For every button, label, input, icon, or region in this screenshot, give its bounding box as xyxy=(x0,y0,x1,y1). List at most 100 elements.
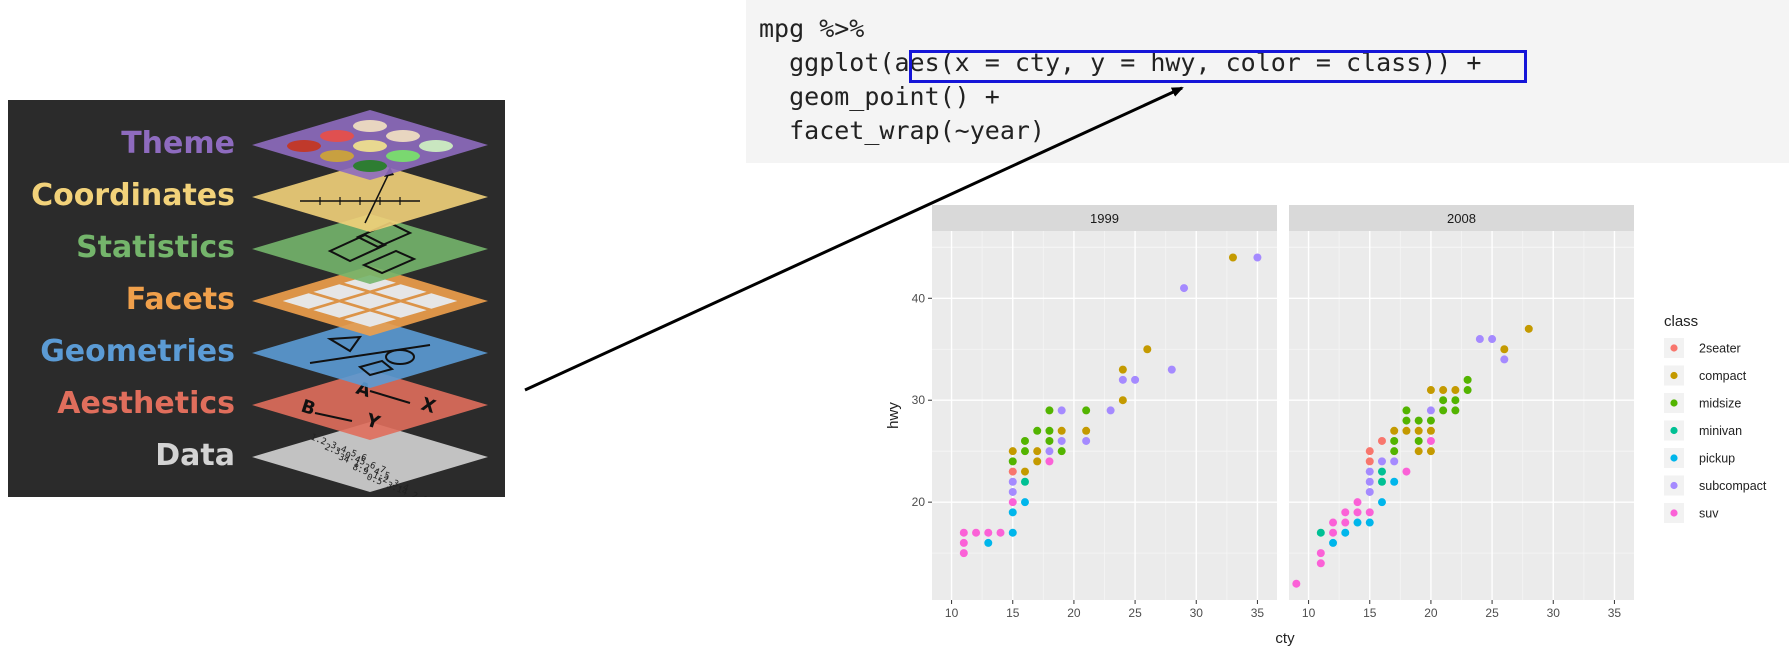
layer-label-aesthetics: Aesthetics xyxy=(57,386,235,421)
data-point xyxy=(1020,467,1029,476)
data-point xyxy=(1341,508,1350,517)
layer-plane-shape xyxy=(252,370,488,440)
coord-axis-y xyxy=(364,170,391,224)
theme-swatch xyxy=(320,130,354,142)
data-point xyxy=(1377,457,1386,466)
data-point xyxy=(1057,406,1066,415)
data-point xyxy=(1045,436,1054,445)
facet-panel xyxy=(282,293,335,309)
data-point xyxy=(1045,447,1054,456)
facet-panel xyxy=(374,302,427,318)
data-point xyxy=(1377,498,1386,507)
data-point xyxy=(1045,406,1054,415)
data-point xyxy=(1292,579,1301,588)
data-point xyxy=(1033,426,1042,435)
x-tick-label: 15 xyxy=(1363,606,1377,620)
data-point xyxy=(1008,528,1017,537)
data-point xyxy=(1057,447,1066,456)
geom-line xyxy=(309,344,431,364)
layer-label-theme: Theme xyxy=(121,126,235,161)
data-point xyxy=(1377,467,1386,476)
legend-label: suv xyxy=(1699,507,1719,521)
data-point xyxy=(1329,518,1338,527)
grammar-layers-panel: 1.2 3.4 5.6 2.3 0.45 6.7 34 1.2 4.5 8.9 1.2… xyxy=(8,100,505,497)
data-point xyxy=(1253,253,1262,262)
facet-strip-label: 1999 xyxy=(1090,211,1119,226)
data-point xyxy=(1020,447,1029,456)
data-point xyxy=(1228,253,1237,262)
data-point xyxy=(1008,477,1017,486)
data-point xyxy=(1365,518,1374,527)
data-point xyxy=(1390,426,1399,435)
data-point xyxy=(1390,477,1399,486)
layer-coordinates-plane xyxy=(252,162,488,232)
data-point xyxy=(1426,447,1435,456)
x-tick-label: 10 xyxy=(1302,606,1316,620)
data-point xyxy=(1524,324,1533,333)
data-point xyxy=(1451,386,1460,395)
data-point xyxy=(1365,447,1374,456)
layer-label-data: Data xyxy=(155,438,235,473)
data-point xyxy=(1008,467,1017,476)
data-point xyxy=(996,528,1005,537)
data-point xyxy=(1118,375,1127,384)
facet-panel xyxy=(344,311,396,327)
data-point xyxy=(1439,406,1448,415)
data-point xyxy=(1057,426,1066,435)
data-point xyxy=(1365,487,1374,496)
theme-swatch xyxy=(419,140,453,152)
code-block: mpg %>% ggplot(aes(x = cty, y = hwy, col… xyxy=(746,0,1789,163)
legend-swatch xyxy=(1670,509,1678,517)
facet-panel-2008: 2008 10 15 20 25 30 35 xyxy=(1289,205,1634,620)
facet-strip xyxy=(932,205,1277,231)
layer-facets-plane xyxy=(252,266,488,336)
x-tick-label: 35 xyxy=(1251,606,1265,620)
data-point xyxy=(1365,508,1374,517)
layer-label-statistics: Statistics xyxy=(76,230,235,265)
data-point xyxy=(1316,528,1325,537)
layer-plane-shape xyxy=(252,422,488,492)
x-axis-title: cty xyxy=(1275,630,1295,647)
aesthetic-arrow xyxy=(314,412,353,422)
data-point xyxy=(1500,345,1509,354)
legend-label: compact xyxy=(1699,369,1747,383)
layer-plane-shape xyxy=(252,162,488,232)
legend-swatch xyxy=(1670,371,1678,380)
theme-swatch xyxy=(386,130,420,142)
data-point xyxy=(1426,406,1435,415)
data-point xyxy=(1020,498,1029,507)
code-line-4: facet_wrap(~year) xyxy=(759,116,1045,145)
geom-square xyxy=(357,359,395,377)
data-point xyxy=(959,528,968,537)
data-point xyxy=(1426,416,1435,425)
data-point xyxy=(959,549,968,558)
data-point xyxy=(1033,457,1042,466)
data-point xyxy=(1414,447,1423,456)
data-point xyxy=(1143,345,1152,354)
facet-panel xyxy=(405,293,458,309)
layer-label-coordinates: Coordinates xyxy=(31,178,235,213)
data-point xyxy=(1377,477,1386,486)
legend-swatch xyxy=(1670,426,1678,435)
theme-swatch xyxy=(386,150,420,162)
data-point xyxy=(972,528,981,537)
x-tick-label: 15 xyxy=(1006,606,1020,620)
data-point xyxy=(1045,457,1054,466)
aesthetic-arrow xyxy=(369,390,411,404)
data-point xyxy=(1414,416,1423,425)
legend-title: class xyxy=(1664,313,1698,330)
data-point xyxy=(1167,365,1176,374)
data-point xyxy=(1045,426,1054,435)
data-point xyxy=(1451,406,1460,415)
layer-theme-plane xyxy=(252,110,488,180)
data-point xyxy=(1365,457,1374,466)
y-tick-label: 30 xyxy=(912,393,926,407)
theme-swatch xyxy=(287,140,321,152)
data-point xyxy=(1414,436,1423,445)
data-point xyxy=(1033,447,1042,456)
data-point xyxy=(1020,477,1029,486)
data-point xyxy=(1402,426,1411,435)
code-line-3: geom_point() + xyxy=(759,82,1000,111)
